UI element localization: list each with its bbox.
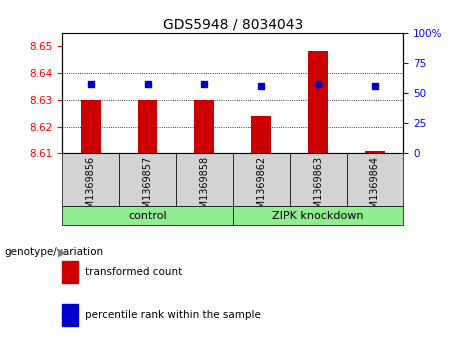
Text: GSM1369864: GSM1369864 xyxy=(370,156,380,221)
Title: GDS5948 / 8034043: GDS5948 / 8034043 xyxy=(163,17,303,32)
Bar xyxy=(347,154,403,206)
Bar xyxy=(81,100,100,154)
Bar xyxy=(62,154,119,206)
Text: GSM1369857: GSM1369857 xyxy=(142,156,153,221)
Bar xyxy=(233,206,403,225)
Bar xyxy=(62,206,233,225)
Bar xyxy=(176,154,233,206)
Bar xyxy=(137,100,158,154)
Bar xyxy=(119,154,176,206)
Text: ZIPK knockdown: ZIPK knockdown xyxy=(272,211,364,221)
Bar xyxy=(62,261,78,284)
Bar xyxy=(62,304,78,326)
Text: ▶: ▶ xyxy=(58,247,66,257)
Text: GSM1369858: GSM1369858 xyxy=(199,156,209,221)
Bar xyxy=(290,154,347,206)
Text: control: control xyxy=(128,211,167,221)
Text: genotype/variation: genotype/variation xyxy=(5,247,104,257)
Text: GSM1369856: GSM1369856 xyxy=(86,156,96,221)
Bar xyxy=(195,100,214,154)
Bar xyxy=(233,154,290,206)
Bar xyxy=(308,52,328,154)
Text: transformed count: transformed count xyxy=(85,267,182,277)
Bar xyxy=(251,116,271,154)
Text: GSM1369863: GSM1369863 xyxy=(313,156,323,221)
Bar xyxy=(365,151,385,154)
Text: percentile rank within the sample: percentile rank within the sample xyxy=(85,310,260,320)
Text: GSM1369862: GSM1369862 xyxy=(256,156,266,221)
